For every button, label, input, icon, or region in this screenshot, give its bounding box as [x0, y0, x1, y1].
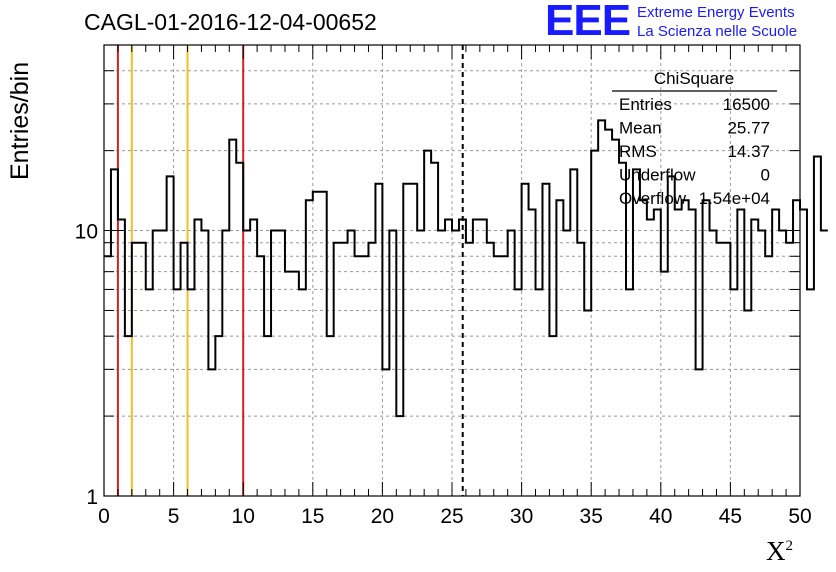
x-tick-label: 5: [168, 505, 180, 528]
x-tick-label: 40: [649, 505, 672, 528]
stats-row-label: Overflow: [619, 189, 687, 208]
x-axis-label-text: X: [766, 536, 786, 566]
x-tick-label: 30: [510, 505, 533, 528]
stats-row-label: Entries: [619, 95, 672, 114]
stats-row-value: 1.54e+04: [699, 189, 770, 208]
x-tick-label: 0: [98, 505, 110, 528]
y-tick-label: 1: [86, 486, 98, 509]
x-axis-label-superscript: 2: [785, 538, 794, 554]
y-tick-label: 10: [75, 221, 98, 244]
x-tick-label: 35: [580, 505, 603, 528]
stats-row-label: RMS: [619, 142, 657, 161]
x-tick-label: 15: [301, 505, 324, 528]
stats-row-value: 14.37: [727, 142, 770, 161]
x-tick-label: 50: [788, 505, 811, 528]
stats-row-value: 0: [761, 166, 770, 185]
histogram-series-line: [104, 119, 828, 418]
axis-layer: 0 5 10 15 20 25 30 35 40 45 50 1 10: [75, 44, 812, 528]
stats-title: ChiSquare: [654, 69, 734, 88]
stats-row-value: 25.77: [727, 119, 770, 138]
stats-box: ChiSquare Entries 16500 Mean 25.77 RMS 14.37 Un…: [612, 69, 777, 208]
x-tick-label: 25: [440, 505, 463, 528]
x-tick-label: 10: [232, 505, 255, 528]
eee-logo-mark: EEE: [545, 0, 631, 45]
x-tick-label: 20: [371, 505, 394, 528]
logo-line-1: Extreme Energy Events: [637, 4, 795, 21]
logo-line-2: La Scienza nelle Scuole: [637, 23, 798, 40]
chart-title: CAGL-01-2016-12-04-00652: [84, 9, 377, 35]
stats-row-label: Mean: [619, 119, 662, 138]
stats-row-label: Underflow: [619, 166, 696, 185]
histogram-layer: [104, 119, 828, 418]
x-tick-label: 45: [719, 505, 742, 528]
stats-row-value: 16500: [723, 95, 770, 114]
x-axis-label: X2: [766, 536, 793, 567]
marker-lines-layer: [116, 45, 464, 496]
